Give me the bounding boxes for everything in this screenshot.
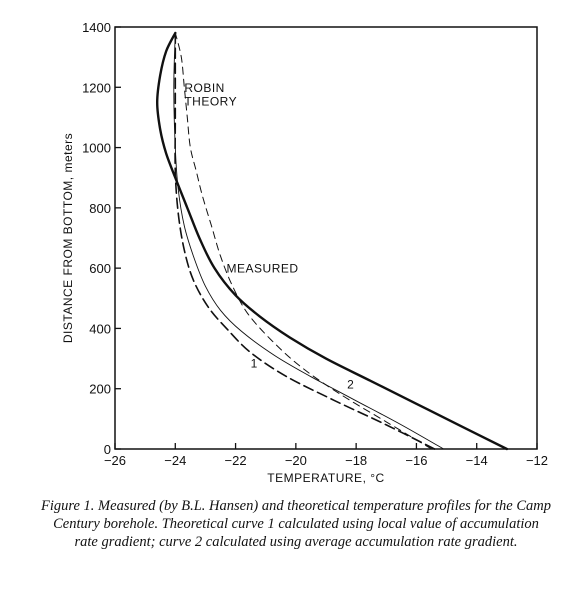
curve-annotation: ROBIN <box>184 81 225 95</box>
curve-annotation: THEORY <box>184 94 237 108</box>
x-tick-label: −24 <box>164 453 186 468</box>
x-tick-label: −22 <box>225 453 247 468</box>
curve-annotation: 2 <box>347 378 354 392</box>
figure-caption: Figure 1. Measured (by B.L. Hansen) and … <box>41 498 551 550</box>
y-tick-label: 200 <box>89 382 111 397</box>
x-tick-label: −12 <box>526 453 548 468</box>
y-axis-label: DISTANCE FROM BOTTOM, meters <box>61 133 75 343</box>
x-tick-label: −16 <box>405 453 427 468</box>
temperature-profile-chart: −26 −24 −22 −20 −18 −16 −14 −12 0 200 400 600 800 100… <box>61 20 548 485</box>
y-tick-label: 0 <box>104 442 111 457</box>
y-tick-label: 400 <box>89 321 111 336</box>
series-line-2 <box>173 32 445 450</box>
y-tick-label: 600 <box>89 261 111 276</box>
x-tick-label: −14 <box>466 453 488 468</box>
axis-ticks: −26 −24 −22 −20 −18 −16 −14 −12 0 200 400 600 800 100… <box>82 20 548 468</box>
y-tick-label: 800 <box>89 201 111 216</box>
curve-annotation: MEASURED <box>227 262 299 276</box>
y-tick-label: 1200 <box>82 80 111 95</box>
series-line-1 <box>156 31 509 451</box>
y-tick-label: 1000 <box>82 141 111 156</box>
x-tick-label: −20 <box>285 453 307 468</box>
series-line-3 <box>174 32 436 450</box>
series-lines <box>156 31 509 451</box>
x-tick-label: −18 <box>345 453 367 468</box>
x-axis-label: TEMPERATURE, °C <box>267 471 384 485</box>
plot-frame <box>114 26 538 450</box>
curve-annotation: 1 <box>251 357 258 371</box>
x-tick-label: −26 <box>104 453 126 468</box>
y-tick-label: 1400 <box>82 20 111 35</box>
